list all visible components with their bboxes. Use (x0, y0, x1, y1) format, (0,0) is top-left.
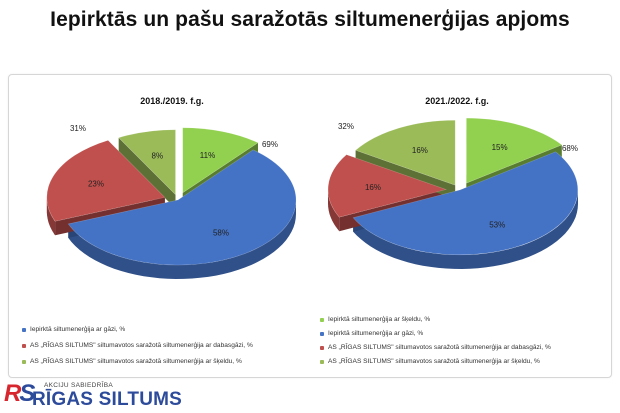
pie-slice (67, 149, 297, 266)
legend-swatch (320, 345, 324, 350)
pie-slice-side (353, 190, 578, 269)
legend-item: AS „RĪGAS SILTUMS" siltumavotos saražotā… (22, 342, 253, 349)
pie-slice-cut (118, 137, 176, 209)
pie-slice-side (328, 189, 340, 232)
legend-item: AS „RĪGAS SILTUMS" siltumavotos saražotā… (320, 344, 551, 351)
pie-slice (355, 119, 456, 186)
pie-slice-label: 53% (489, 221, 505, 230)
legend-label: Iepirktā siltumenerģija ar šķeldu, % (328, 316, 431, 323)
legend-swatch (22, 359, 26, 364)
pie-slice-label: 16% (365, 183, 381, 192)
pie-slice (118, 129, 176, 196)
pie-group-label: 69% (262, 140, 278, 149)
pie-slice-label: 23% (88, 180, 104, 189)
pie-slice-side (68, 200, 296, 279)
pie-title: 2021./2022. f.g. (425, 96, 489, 106)
page-title: Iepirktās un pašu saražotās siltumenerģi… (50, 8, 570, 31)
legend-swatch (22, 343, 26, 348)
pie-slice (352, 151, 579, 256)
pie-chart-2: 2021./2022. f.g. 15% 53% 16% 16% 68% 32% (327, 96, 579, 269)
pie-slice-side (46, 197, 56, 236)
legend-swatch (320, 359, 324, 364)
legend-item: Iepirktā siltumenerģija ar šķeldu, % (320, 316, 430, 323)
legend-swatch (22, 327, 26, 332)
pie-chart-1: 2018./2019. f.g. 11% 58% 23% 8% 69% 31% (46, 96, 297, 279)
pie-slice-label: 16% (412, 146, 428, 155)
logo-mark: RS (4, 380, 35, 407)
legend-label: Iepirktā siltumenerģija ar gāzi, % (30, 326, 126, 333)
legend-swatch (320, 317, 324, 322)
pie-slice-label: 58% (213, 229, 229, 238)
company-logo: RS AKCIJU SABIEDRĪBA RĪGAS SILTUMS (4, 378, 204, 410)
legend-label: Iepirktā siltumenerģija ar gāzi, % (328, 330, 424, 337)
pie-slice (182, 127, 259, 194)
legend-label: AS „RĪGAS SILTUMS" siltumavotos saražotā… (30, 358, 242, 365)
pie-slice-label: 8% (152, 152, 164, 161)
legend-item: AS „RĪGAS SILTUMS" siltumavotos saražotā… (22, 358, 242, 365)
pie-slice (46, 140, 166, 222)
logo-subtitle: AKCIJU SABIEDRĪBA (44, 382, 114, 389)
pie-slice (466, 117, 563, 184)
legend-label: AS „RĪGAS SILTUMS" siltumavotos saražotā… (328, 358, 540, 365)
pie-title: 2018./2019. f.g. (140, 96, 204, 106)
legend-swatch (320, 331, 324, 336)
legend-label: AS „RĪGAS SILTUMS" siltumavotos saražotā… (328, 344, 551, 351)
pie-group-label: 32% (338, 122, 354, 131)
pie-slice-label: 11% (200, 151, 215, 160)
legend-item: Iepirktā siltumenerģija ar gāzi, % (320, 330, 423, 337)
pie-slice (327, 154, 448, 218)
logo-name: RĪGAS SILTUMS (32, 389, 183, 410)
pie-group-label: 31% (70, 124, 86, 133)
legend-label: AS „RĪGAS SILTUMS" siltumavotos saražotā… (30, 342, 253, 349)
pie-group-label: 68% (562, 144, 578, 153)
legend-item: Iepirktā siltumenerģija ar gāzi, % (22, 326, 125, 333)
pie-slice-label: 15% (492, 143, 508, 152)
legend-item: AS „RĪGAS SILTUMS" siltumavotos saražotā… (320, 358, 540, 365)
